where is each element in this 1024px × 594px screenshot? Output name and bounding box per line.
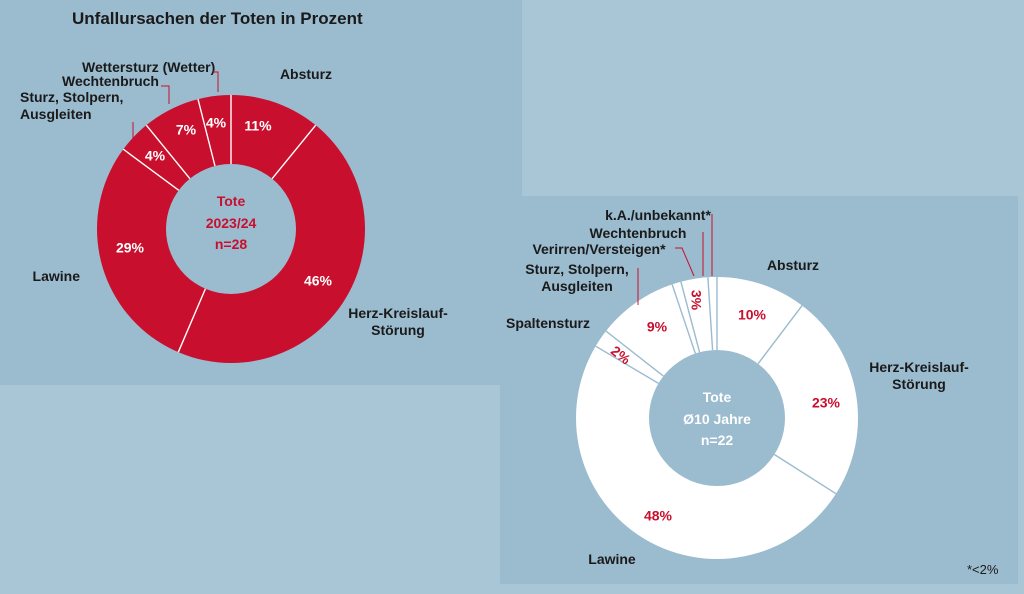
category-label-left-wechtenbruch: Wechtenbruch xyxy=(62,73,159,89)
category-label-line: Störung xyxy=(371,322,425,338)
slice-separator-left xyxy=(271,124,317,180)
category-label-line: Sturz, Stolpern, xyxy=(20,89,123,105)
category-label-line: Spaltensturz xyxy=(506,315,590,331)
slice-value-left-sturz-stolpern-ausgleiten: 4% xyxy=(145,148,166,164)
category-label-line: Lawine xyxy=(588,551,636,567)
category-label-right-lawine: Lawine xyxy=(588,551,636,567)
category-label-line: Ausgleiten xyxy=(20,106,92,122)
slice-value-right-lawine: 48% xyxy=(644,508,673,524)
category-label-left-absturz: Absturz xyxy=(280,66,332,82)
category-label-right-absturz: Absturz xyxy=(767,257,819,273)
slice-separator-right xyxy=(595,345,659,384)
category-label-left-herz-kreislauf-st-rung: Herz-Kreislauf-Störung xyxy=(348,305,448,338)
category-label-line: Wechtenbruch xyxy=(590,225,687,241)
center-label-right: Tote xyxy=(703,389,732,405)
category-label-line: Verirren/Versteigen* xyxy=(532,241,666,257)
slice-value-right-wechtenbruch: 3% xyxy=(688,290,704,311)
slice-value-right-absturz: 10% xyxy=(738,307,767,323)
slice-value-left-lawine: 29% xyxy=(116,240,145,256)
category-label-left-lawine: Lawine xyxy=(33,268,81,284)
category-label-right-k-a-unbekannt: k.A./unbekannt* xyxy=(605,207,711,223)
center-label-left: n=28 xyxy=(215,236,248,252)
category-label-line: Störung xyxy=(892,376,946,392)
category-label-line: Sturz, Stolpern, xyxy=(525,261,628,277)
slice-separator-left xyxy=(145,124,191,180)
category-label-right-wechtenbruch: Wechtenbruch xyxy=(590,225,687,241)
leader-line-left-wechtenbruch xyxy=(161,85,170,104)
slice-separator-left xyxy=(122,148,180,191)
slice-value-right-herz-kreislauf-st-rung: 23% xyxy=(812,395,841,411)
slice-value-right-sturz-stolpern-ausgleiten: 9% xyxy=(647,319,668,335)
slice-value-left-wechtenbruch: 7% xyxy=(176,122,197,138)
slice-separator-left xyxy=(197,98,216,167)
category-label-line: Herz-Kreislauf- xyxy=(348,305,448,321)
slice-separator-right xyxy=(671,284,697,354)
category-label-right-verirren-versteigen: Verirren/Versteigen* xyxy=(532,241,666,257)
donut-right-hole xyxy=(649,350,785,486)
center-label-left: 2023/24 xyxy=(206,215,257,231)
leader-line-left-wettersturz-wetter xyxy=(213,71,219,92)
center-label-left: Tote xyxy=(217,193,246,209)
category-label-line: Absturz xyxy=(280,66,332,82)
category-label-right-spaltensturz: Spaltensturz xyxy=(506,315,590,331)
center-label-right: n=22 xyxy=(701,432,734,448)
leader-line-right-verirren-versteigen xyxy=(675,247,695,277)
category-label-right-sturz-stolpern-ausgleiten: Sturz, Stolpern, Ausgleiten xyxy=(525,261,628,294)
category-label-line: Ausgleiten xyxy=(541,278,613,294)
donut-left-hole xyxy=(166,164,296,294)
slice-separator-left xyxy=(177,288,207,353)
slice-separator-right xyxy=(605,330,664,377)
slice-separator-right xyxy=(707,277,714,351)
category-label-left-sturz-stolpern-ausgleiten: Sturz, Stolpern, Ausgleiten xyxy=(20,89,123,122)
category-label-line: Wechtenbruch xyxy=(62,73,159,89)
slice-separator-right xyxy=(773,453,837,495)
slice-separator-right xyxy=(757,305,803,365)
slice-value-left-absturz: 11% xyxy=(244,118,272,134)
slice-value-left-wettersturz-wetter: 4% xyxy=(206,115,227,131)
category-label-line: Absturz xyxy=(767,257,819,273)
footnote: *<2% xyxy=(967,562,999,577)
slice-value-left-herz-kreislauf-st-rung: 46% xyxy=(304,273,333,289)
slice-separator-right xyxy=(680,281,701,353)
category-label-line: Herz-Kreislauf- xyxy=(869,359,969,375)
category-label-line: k.A./unbekannt* xyxy=(605,207,711,223)
category-label-right-herz-kreislauf-st-rung: Herz-Kreislauf-Störung xyxy=(869,359,969,392)
chart-title: Unfallursachen der Toten in Prozent xyxy=(72,9,363,28)
category-label-line: Wettersturz (Wetter) xyxy=(82,59,215,75)
category-label-line: Lawine xyxy=(33,268,81,284)
center-label-right: Ø10 Jahre xyxy=(683,411,751,427)
category-label-left-wettersturz-wetter: Wettersturz (Wetter) xyxy=(82,59,215,75)
